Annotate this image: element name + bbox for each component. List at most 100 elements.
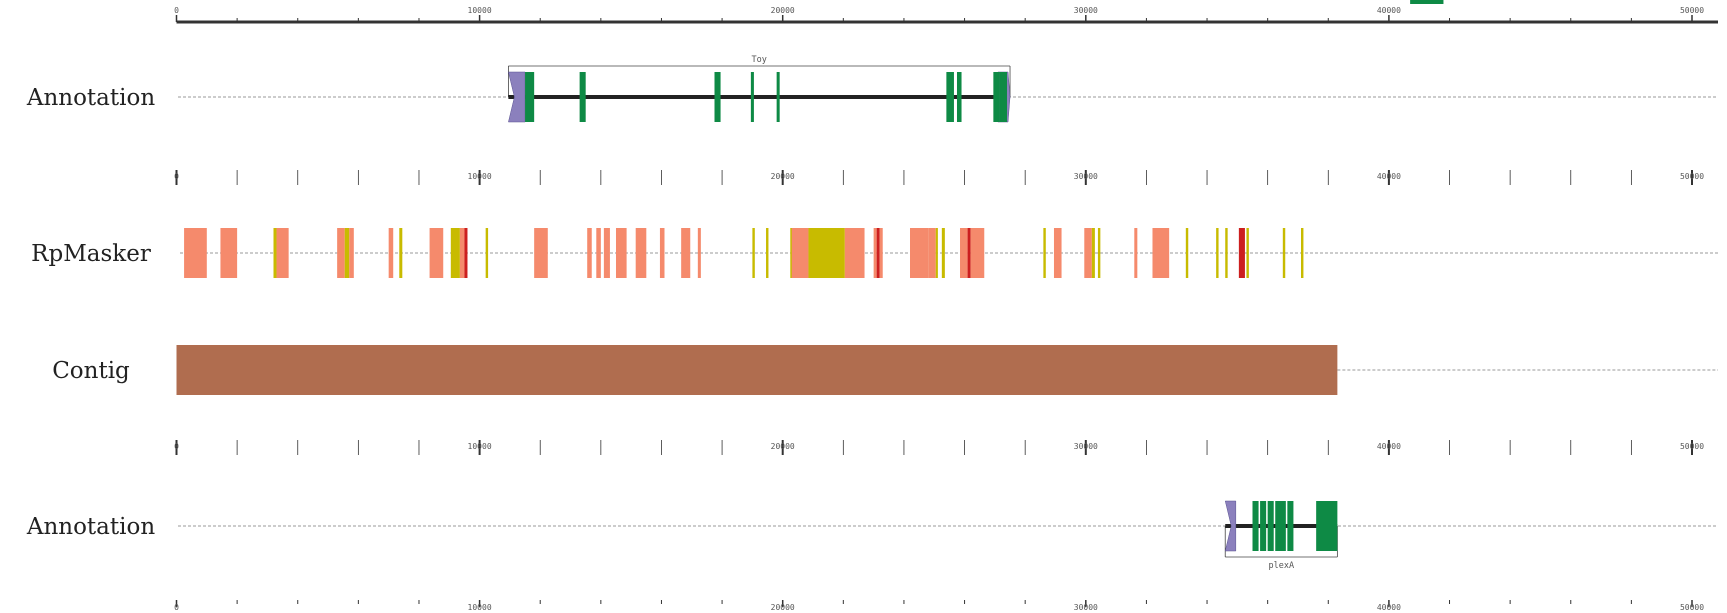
- exon: [1268, 501, 1274, 551]
- repeat-block: [792, 228, 809, 278]
- repeat-block: [1092, 228, 1095, 278]
- tick-label: 10000: [468, 603, 492, 612]
- repeat-block: [1054, 228, 1062, 278]
- track-label: Contig: [52, 358, 130, 384]
- ruler-4: 0 10000 20000 30000 40000 50000: [174, 600, 1704, 612]
- repeat-block: [534, 228, 548, 278]
- repeat-block: [451, 228, 460, 278]
- tick-label: 0: [174, 172, 179, 181]
- tick-label: 10000: [468, 172, 492, 181]
- track-label: Annotation: [26, 85, 155, 111]
- tick-label: 10000: [468, 6, 492, 15]
- repeat-block: [1043, 228, 1045, 278]
- repeat-block: [430, 228, 444, 278]
- tick-label: 40000: [1377, 603, 1401, 612]
- repeat-block: [766, 228, 768, 278]
- repeat-block: [681, 228, 690, 278]
- repeat-block: [877, 228, 880, 278]
- exon: [993, 72, 999, 122]
- repeat-block: [1246, 228, 1248, 278]
- repeat-block: [277, 228, 289, 278]
- tick-label: 10000: [468, 442, 492, 451]
- tick-label: 30000: [1074, 172, 1098, 181]
- repeat-block: [184, 228, 207, 278]
- tick-label: 30000: [1074, 442, 1098, 451]
- repeat-block: [968, 228, 971, 278]
- repeat-block: [616, 228, 627, 278]
- track-label: RpMasker: [31, 241, 151, 267]
- tick-label: 0: [174, 603, 179, 612]
- repeat-block: [337, 228, 345, 278]
- repeat-block: [845, 228, 865, 278]
- repeat-block: [1225, 228, 1227, 278]
- ruler-1: 0 10000 20000 30000 40000 50000: [174, 6, 1718, 22]
- exon: [999, 72, 1007, 122]
- exon: [1260, 501, 1266, 551]
- repeat-block: [1152, 228, 1169, 278]
- exon: [1316, 501, 1337, 551]
- tick-label: 20000: [771, 172, 795, 181]
- gene-model: plexA: [1225, 501, 1337, 571]
- repeat-block: [660, 228, 665, 278]
- tick-label: 40000: [1377, 6, 1401, 15]
- repeat-block: [587, 228, 592, 278]
- tick-label: 0: [174, 6, 179, 15]
- exon: [715, 72, 721, 122]
- exon: [957, 72, 962, 122]
- tick-label: 50000: [1680, 6, 1704, 15]
- repeat-block: [220, 228, 237, 278]
- repeat-block: [349, 228, 354, 278]
- gene-name: plexA: [1269, 561, 1295, 571]
- repeat-block: [1098, 228, 1100, 278]
- repeat-block: [928, 228, 936, 278]
- tick-label: 50000: [1680, 442, 1704, 451]
- exon: [580, 72, 586, 122]
- repeat-block: [604, 228, 610, 278]
- tick-label: 0: [174, 442, 179, 451]
- repeat-block: [971, 228, 985, 278]
- repeat-block: [1239, 228, 1245, 278]
- tick-label: 50000: [1680, 172, 1704, 181]
- repeat-block: [1301, 228, 1303, 278]
- repeat-block: [880, 228, 883, 278]
- tick-label: 30000: [1074, 6, 1098, 15]
- repeat-block: [273, 228, 276, 278]
- exon: [1287, 501, 1293, 551]
- overflow-exon: [1410, 0, 1443, 4]
- tick-label: 30000: [1074, 603, 1098, 612]
- repeat-block: [596, 228, 601, 278]
- repeat-block: [464, 228, 467, 278]
- repeat-block: [910, 228, 928, 278]
- repeat-block: [460, 228, 465, 278]
- tick-label: 40000: [1377, 442, 1401, 451]
- track-label: Annotation: [26, 514, 155, 540]
- exon: [777, 72, 780, 122]
- repeat-block: [752, 228, 754, 278]
- tick-label: 20000: [771, 442, 795, 451]
- tick-label: 50000: [1680, 603, 1704, 612]
- gene-name: Toy: [752, 55, 767, 65]
- exon: [1275, 501, 1286, 551]
- repeat-block: [942, 228, 945, 278]
- exon: [525, 72, 534, 122]
- tick-label: 40000: [1377, 172, 1401, 181]
- repeat-block: [1216, 228, 1218, 278]
- repeat-block: [698, 228, 701, 278]
- exon: [946, 72, 954, 122]
- repeat-block: [1283, 228, 1285, 278]
- gene-model: Toy: [508, 55, 1010, 122]
- repeat-block: [808, 228, 844, 278]
- tick-label: 20000: [771, 603, 795, 612]
- contig-bar: [177, 345, 1338, 395]
- repeat-block: [1084, 228, 1092, 278]
- repeat-block: [936, 228, 938, 278]
- repeat-block: [389, 228, 394, 278]
- exon: [751, 72, 754, 122]
- repeat-block: [399, 228, 402, 278]
- ruler-3: 0 10000 20000 30000 40000 50000: [174, 440, 1704, 455]
- repeat-block: [874, 228, 877, 278]
- repeat-block: [636, 228, 647, 278]
- exon: [1253, 501, 1259, 551]
- ruler-2: 0 10000 20000 30000 40000 50000: [174, 170, 1704, 185]
